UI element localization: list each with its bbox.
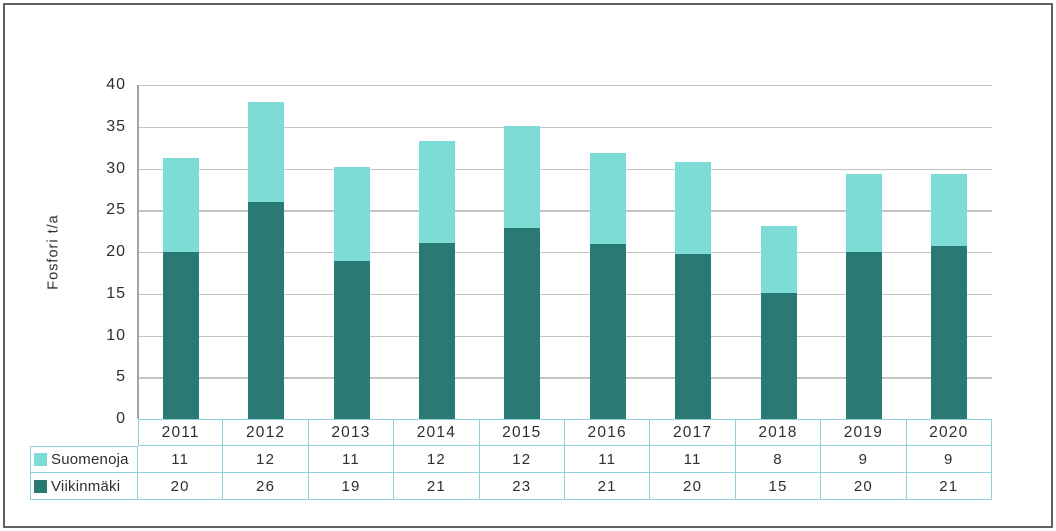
bar-segment-viikinmäki (504, 227, 541, 419)
year-header-cell: 2016 (565, 419, 651, 446)
bar-2012 (248, 85, 285, 419)
series-label-cell: Viikinmäki (30, 473, 138, 500)
bar-segment-viikinmäki (845, 252, 882, 419)
gridline (138, 126, 992, 129)
series-name-label: Viikinmäki (51, 477, 121, 495)
y-tick-label: 15 (106, 284, 126, 302)
series-name-label: Suomenoja (51, 451, 129, 468)
gridline (138, 377, 992, 379)
bar-segment-suomenoja (845, 173, 882, 252)
year-header-cell: 2019 (821, 419, 907, 446)
bar-segment-viikinmäki (248, 201, 285, 419)
year-header-cell: 2013 (308, 419, 395, 446)
gridline (138, 252, 992, 254)
bar-segment-suomenoja (504, 125, 541, 228)
legend-swatch-viikinmäki (34, 479, 47, 493)
legend-swatch-suomenoja (34, 453, 47, 466)
y-axis-line (137, 85, 139, 419)
bar-segment-viikinmäki (333, 261, 370, 419)
y-tick-label: 40 (106, 76, 126, 93)
value-cell: 11 (138, 446, 224, 473)
bar-segment-suomenoja (931, 174, 968, 247)
value-cell: 12 (479, 446, 565, 473)
year-header-cell: 2020 (906, 419, 992, 446)
bar-segment-viikinmäki (162, 252, 199, 419)
y-tick-label: 10 (106, 326, 126, 344)
gridline (138, 293, 992, 296)
value-cell: 26 (223, 473, 309, 500)
bar-2018 (760, 85, 797, 419)
bar-segment-suomenoja (675, 161, 712, 254)
bar-2014 (418, 85, 455, 419)
year-header-cell: 2014 (394, 419, 480, 446)
value-cell: 12 (223, 446, 309, 473)
y-tick-label: 25 (106, 201, 126, 219)
value-cell: 15 (735, 473, 822, 500)
bar-segment-viikinmäki (418, 242, 455, 419)
bar-segment-viikinmäki (589, 243, 626, 419)
y-tick-label: 20 (106, 243, 126, 260)
value-cell: 11 (308, 446, 395, 473)
bar-2019 (845, 85, 882, 419)
y-tick-label: 30 (106, 159, 126, 177)
bar-segment-viikinmäki (931, 246, 968, 419)
bar-segment-suomenoja (162, 158, 199, 252)
y-axis-tick-labels: 0 5 10 15 20 25 30 35 40 (38, 76, 126, 427)
value-cell: 21 (565, 473, 651, 500)
value-cell: 23 (479, 473, 565, 500)
plot-area (137, 85, 992, 419)
gridline (138, 210, 992, 212)
bar-segment-suomenoja (333, 166, 370, 262)
bar-segment-suomenoja (760, 226, 797, 293)
bar-2015 (504, 85, 541, 419)
data-table: 2011 2012 2013 2014 2015 2016 2017 2018 2019 2020… (30, 419, 992, 500)
bar-2013 (333, 85, 370, 419)
y-tick-label: 35 (106, 117, 126, 135)
bar-segment-suomenoja (418, 140, 455, 243)
value-cell: 20 (138, 473, 224, 500)
year-header-cell: 2015 (479, 419, 565, 446)
y-tick-label: 0 (116, 410, 126, 427)
value-cell: 11 (650, 446, 736, 473)
y-tick-label: 5 (116, 368, 126, 386)
value-cell: 9 (821, 446, 907, 473)
bar-2020 (931, 85, 968, 419)
bar-segment-suomenoja (248, 101, 285, 202)
bar-segment-viikinmäki (675, 253, 712, 419)
value-cell: 20 (821, 473, 907, 500)
value-cell: 8 (735, 446, 822, 473)
bar-2016 (589, 85, 626, 419)
year-header-cell: 2018 (735, 419, 822, 446)
gridline (138, 335, 992, 337)
value-cell: 19 (308, 473, 395, 500)
value-cell: 9 (906, 446, 992, 473)
year-header-cell: 2011 (138, 419, 224, 446)
year-header-cell: 2017 (650, 419, 736, 446)
value-cell: 20 (650, 473, 736, 500)
series-label-cell: Suomenoja (30, 446, 138, 473)
value-cell: 12 (394, 446, 480, 473)
bar-2017 (675, 85, 712, 419)
value-cell: 21 (906, 473, 992, 500)
value-cell: 21 (394, 473, 480, 500)
value-cell: 11 (565, 446, 651, 473)
bar-segment-viikinmäki (760, 292, 797, 419)
gridline (138, 85, 992, 87)
gridline (138, 168, 992, 170)
bar-2011 (162, 85, 199, 419)
year-header-cell: 2012 (223, 419, 309, 446)
bar-segment-suomenoja (589, 152, 626, 244)
